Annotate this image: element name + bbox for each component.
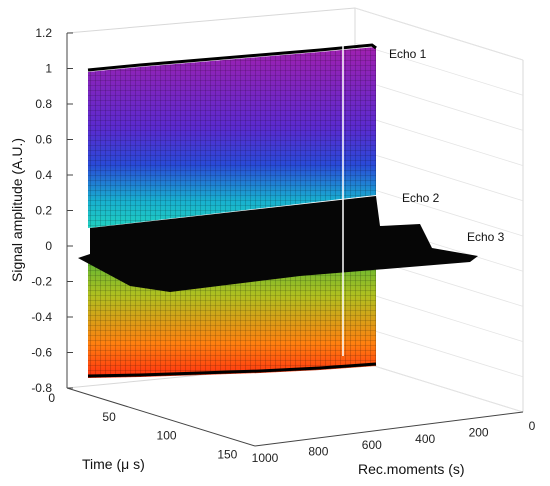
x-axis-label: Time (μ s) [82,456,145,472]
grid-line [354,78,524,131]
recmoment-tick-label: 200 [469,425,489,439]
grid-line [354,183,524,237]
amplitude-tick-label: 1.2 [35,26,52,40]
amplitude-ticks: 1.2 1 0.8 0.6 0.4 0.2 0 -0.2 -0.4 -0.6 -0.8 [31,26,73,395]
time-tick-label: 150 [217,447,237,461]
grid-line [354,324,524,378]
grid-lines [354,7,524,413]
time-tick-label: 100 [157,429,177,443]
surface-baseline-band [78,196,478,292]
grid-line [354,113,524,166]
echo-3-label: Echo 3 [467,230,505,244]
amplitude-tick-label: -0.2 [31,275,52,289]
amplitude-tick-label: 0 [45,239,52,253]
recmoment-tick-label: 400 [415,432,435,446]
amplitude-tick-label: -0.8 [31,381,52,395]
time-tick-label: 50 [102,410,116,424]
echo-1-label: Echo 1 [389,47,427,61]
grid-line [354,359,524,413]
amplitude-tick-label: 0.4 [35,168,52,182]
surface-positive-echo [87,43,377,228]
grid-line [354,148,524,202]
amplitude-tick-label: 0.6 [35,133,52,147]
amplitude-tick-label: -0.4 [31,310,52,324]
amplitude-tick-label: -0.6 [31,346,52,360]
recmoment-tick-label: 1000 [252,451,279,465]
recmoment-ticks: 1000 800 600 400 200 0 [252,419,536,465]
y-axis-label: Signal amplitude (A.U.) [9,138,25,282]
time-ticks: 0 50 100 150 [48,391,237,461]
echo-2-label: Echo 2 [402,191,440,205]
amplitude-tick-label: 1 [45,62,52,76]
recmoment-tick-label: 0 [529,419,536,433]
recmoment-tick-label: 800 [308,445,328,459]
grid-line [354,42,524,96]
amplitude-tick-label: 0.2 [35,204,52,218]
time-tick-label: 0 [48,391,55,405]
grid-line [354,7,524,61]
grid-line [354,289,524,342]
recmoment-tick-label: 600 [362,438,382,452]
amplitude-tick-label: 0.8 [35,97,52,111]
z-axis-label: Rec.moments (s) [358,461,465,477]
